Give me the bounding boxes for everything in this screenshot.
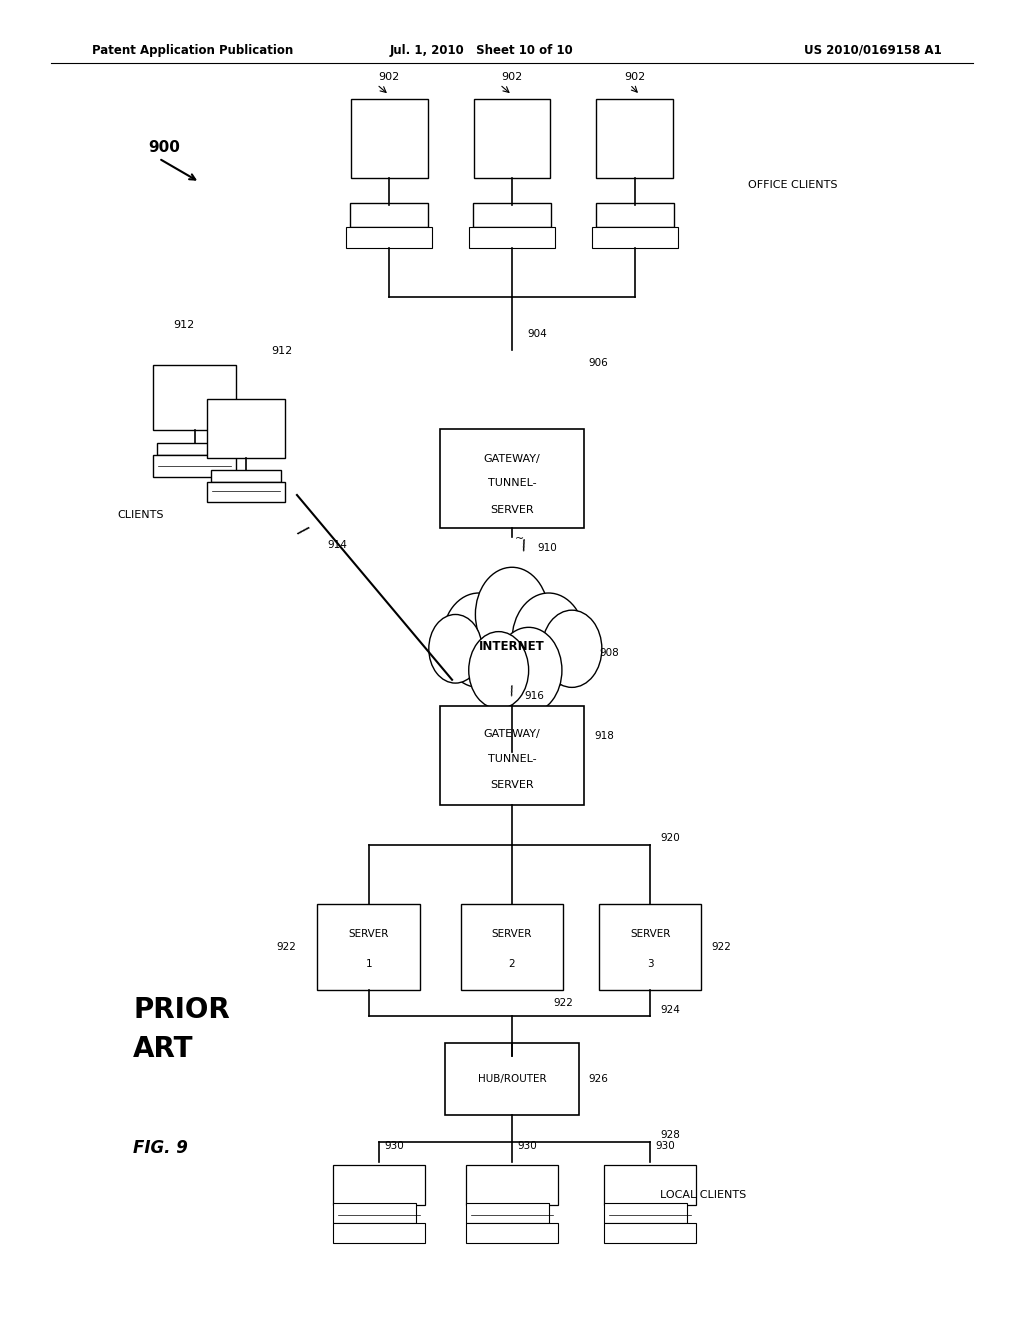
FancyBboxPatch shape [346, 227, 432, 248]
FancyBboxPatch shape [440, 429, 584, 528]
FancyBboxPatch shape [158, 442, 231, 455]
Text: 916: 916 [524, 690, 544, 701]
FancyBboxPatch shape [154, 455, 236, 477]
Circle shape [469, 632, 528, 709]
FancyBboxPatch shape [469, 227, 555, 248]
Text: SERVER: SERVER [490, 780, 534, 791]
FancyBboxPatch shape [466, 1203, 549, 1224]
FancyBboxPatch shape [154, 366, 236, 430]
FancyBboxPatch shape [604, 1166, 696, 1205]
FancyBboxPatch shape [333, 1166, 425, 1205]
Text: 930: 930 [517, 1140, 537, 1151]
Circle shape [442, 593, 515, 688]
Text: GATEWAY/: GATEWAY/ [483, 729, 541, 739]
Text: 3: 3 [647, 960, 653, 969]
FancyBboxPatch shape [596, 99, 674, 178]
Text: 1: 1 [366, 960, 372, 969]
Circle shape [496, 627, 562, 713]
Text: LOCAL CLIENTS: LOCAL CLIENTS [660, 1189, 746, 1200]
Text: 910: 910 [538, 543, 557, 553]
FancyBboxPatch shape [473, 99, 551, 178]
FancyBboxPatch shape [466, 1166, 558, 1205]
Text: 922: 922 [553, 998, 572, 1008]
Text: TUNNEL-: TUNNEL- [487, 754, 537, 764]
Text: 924: 924 [660, 1005, 680, 1015]
Text: 912: 912 [271, 346, 293, 356]
Text: SERVER: SERVER [348, 929, 389, 940]
Text: Patent Application Publication: Patent Application Publication [92, 44, 294, 57]
Text: SERVER: SERVER [492, 929, 532, 940]
Circle shape [475, 568, 549, 661]
Text: 922: 922 [276, 942, 296, 952]
FancyBboxPatch shape [461, 904, 563, 990]
Text: 930: 930 [655, 1140, 675, 1151]
Text: CLIENTS: CLIENTS [118, 510, 164, 520]
Text: /: / [508, 684, 516, 697]
Text: 912: 912 [174, 319, 195, 330]
Text: 902: 902 [379, 71, 399, 82]
Text: 914: 914 [328, 540, 347, 550]
FancyBboxPatch shape [350, 99, 428, 178]
Text: 900: 900 [148, 140, 180, 156]
FancyBboxPatch shape [317, 904, 420, 990]
Text: 906: 906 [589, 358, 608, 368]
Text: 902: 902 [502, 71, 522, 82]
FancyBboxPatch shape [333, 1203, 416, 1224]
FancyBboxPatch shape [592, 227, 678, 248]
Text: OFFICE CLIENTS: OFFICE CLIENTS [748, 180, 837, 190]
FancyBboxPatch shape [445, 1043, 579, 1115]
Text: 930: 930 [384, 1140, 403, 1151]
FancyBboxPatch shape [350, 203, 428, 227]
Text: US 2010/0169158 A1: US 2010/0169158 A1 [804, 44, 942, 57]
Circle shape [512, 593, 585, 688]
Text: SERVER: SERVER [630, 929, 671, 940]
Text: PRIOR: PRIOR [133, 995, 229, 1024]
Text: GATEWAY/: GATEWAY/ [483, 454, 541, 463]
Text: ~: ~ [514, 533, 524, 544]
Text: 902: 902 [625, 71, 645, 82]
Text: 904: 904 [527, 329, 547, 339]
FancyBboxPatch shape [207, 482, 285, 502]
Text: 928: 928 [660, 1130, 680, 1140]
FancyBboxPatch shape [207, 399, 285, 458]
Text: INTERNET: INTERNET [479, 640, 545, 653]
FancyBboxPatch shape [604, 1224, 696, 1243]
Text: HUB/ROUTER: HUB/ROUTER [477, 1074, 547, 1084]
Text: 922: 922 [712, 942, 731, 952]
Text: 920: 920 [660, 833, 680, 843]
FancyBboxPatch shape [596, 203, 674, 227]
Text: 918: 918 [594, 731, 613, 741]
FancyBboxPatch shape [440, 706, 584, 805]
FancyBboxPatch shape [466, 1224, 558, 1243]
Text: 926: 926 [589, 1074, 608, 1084]
Text: FIG. 9: FIG. 9 [133, 1139, 188, 1158]
Text: ART: ART [133, 1035, 194, 1064]
Circle shape [429, 614, 482, 684]
FancyBboxPatch shape [333, 1224, 425, 1243]
Text: /: / [520, 537, 528, 553]
FancyBboxPatch shape [473, 203, 551, 227]
FancyBboxPatch shape [211, 470, 281, 482]
Text: /: / [295, 523, 309, 539]
Text: 908: 908 [599, 648, 618, 659]
Text: Jul. 1, 2010   Sheet 10 of 10: Jul. 1, 2010 Sheet 10 of 10 [389, 44, 573, 57]
Circle shape [542, 610, 602, 688]
Text: TUNNEL-: TUNNEL- [487, 478, 537, 488]
Text: 2: 2 [509, 960, 515, 969]
FancyBboxPatch shape [599, 904, 701, 990]
FancyBboxPatch shape [604, 1203, 687, 1224]
Text: SERVER: SERVER [490, 506, 534, 515]
